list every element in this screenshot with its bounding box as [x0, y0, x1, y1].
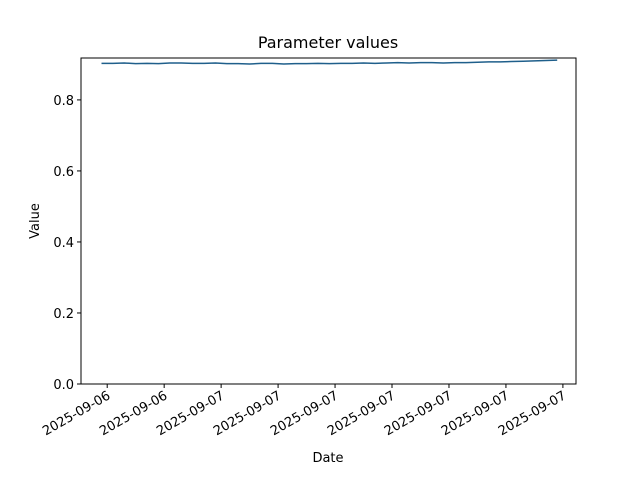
y-tick-label: 0.2 [53, 307, 74, 322]
line-series [101, 59, 558, 65]
chart-title: Parameter values [258, 33, 398, 52]
x-axis-label: Date [312, 451, 343, 466]
y-tick-label: 0.4 [53, 236, 74, 251]
y-tick-label: 0.0 [53, 378, 74, 393]
y-tick-label: 0.8 [53, 94, 74, 109]
y-axis-label: Value [28, 203, 43, 239]
y-tick-label: 0.6 [53, 165, 74, 180]
plot-frame [80, 57, 577, 385]
